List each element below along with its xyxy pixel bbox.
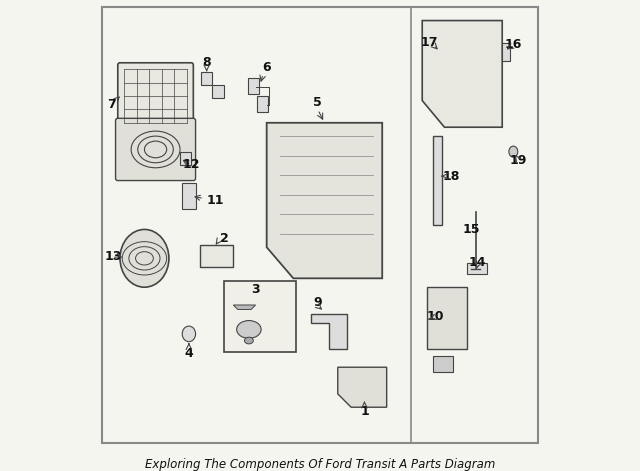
Ellipse shape <box>244 337 253 344</box>
Bar <box>248 78 259 94</box>
Text: Exploring The Components Of Ford Transit A Parts Diagram: Exploring The Components Of Ford Transit… <box>145 458 495 471</box>
Text: 15: 15 <box>462 223 480 236</box>
Text: 8: 8 <box>202 56 211 69</box>
Text: 2: 2 <box>220 232 229 245</box>
Text: 11: 11 <box>195 194 224 207</box>
Bar <box>502 43 510 61</box>
Bar <box>427 287 467 349</box>
Text: 12: 12 <box>182 159 200 171</box>
Ellipse shape <box>120 229 169 287</box>
Text: 1: 1 <box>360 405 369 418</box>
Bar <box>467 263 486 274</box>
Text: 13: 13 <box>105 250 122 263</box>
Ellipse shape <box>237 321 261 338</box>
Text: 7: 7 <box>107 97 119 112</box>
Bar <box>202 72 212 85</box>
Text: 17: 17 <box>420 36 438 49</box>
Polygon shape <box>433 136 442 225</box>
Bar <box>180 152 191 165</box>
Text: 3: 3 <box>252 283 260 296</box>
Text: 16: 16 <box>505 39 522 51</box>
FancyBboxPatch shape <box>118 63 193 130</box>
Text: 4: 4 <box>184 348 193 360</box>
Bar <box>200 245 234 267</box>
FancyBboxPatch shape <box>116 118 196 180</box>
Bar <box>433 356 453 372</box>
Polygon shape <box>422 21 502 127</box>
Polygon shape <box>234 305 255 309</box>
Text: 6: 6 <box>262 61 271 74</box>
Polygon shape <box>311 314 347 349</box>
Text: 10: 10 <box>427 309 444 323</box>
Text: 19: 19 <box>509 154 527 167</box>
Bar <box>212 85 223 98</box>
Polygon shape <box>267 123 382 278</box>
Text: 5: 5 <box>314 96 322 109</box>
Text: 18: 18 <box>442 170 460 183</box>
Text: 9: 9 <box>314 296 322 309</box>
Polygon shape <box>338 367 387 407</box>
Bar <box>182 183 196 210</box>
Bar <box>225 281 296 352</box>
Bar <box>257 96 268 112</box>
Ellipse shape <box>509 146 518 157</box>
Text: 14: 14 <box>469 256 486 269</box>
Ellipse shape <box>182 326 196 341</box>
